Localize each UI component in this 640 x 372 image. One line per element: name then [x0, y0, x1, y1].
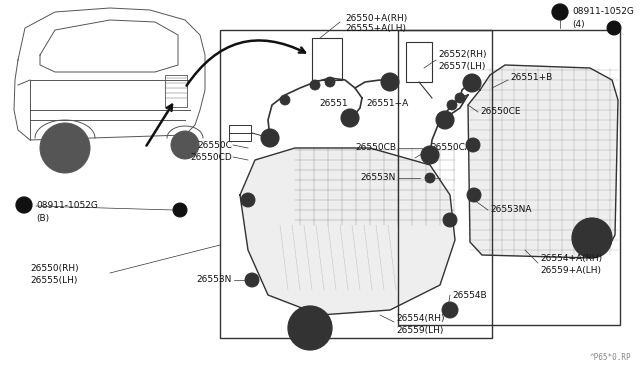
Text: 26559+A(LH): 26559+A(LH): [540, 266, 601, 275]
Circle shape: [552, 4, 568, 20]
Circle shape: [381, 73, 399, 91]
Circle shape: [173, 203, 187, 217]
Circle shape: [310, 80, 320, 90]
Circle shape: [241, 193, 255, 207]
Text: 26553N: 26553N: [360, 173, 396, 183]
Bar: [220, 30, 492, 338]
Text: 26552(RH): 26552(RH): [438, 51, 486, 60]
Text: 26550CE: 26550CE: [480, 108, 520, 116]
Circle shape: [463, 74, 481, 92]
Circle shape: [467, 188, 481, 202]
Text: 26555(LH): 26555(LH): [30, 276, 77, 285]
Circle shape: [346, 114, 354, 122]
Circle shape: [468, 79, 476, 87]
Text: 26553N: 26553N: [196, 276, 232, 285]
Circle shape: [341, 109, 359, 127]
Text: 08911-1052G: 08911-1052G: [36, 201, 98, 209]
Text: 26550C: 26550C: [197, 141, 232, 150]
Circle shape: [288, 306, 332, 350]
Text: (B): (B): [36, 214, 49, 222]
Text: 26554(RH): 26554(RH): [396, 314, 445, 323]
Text: 26554B: 26554B: [452, 291, 486, 299]
Circle shape: [40, 123, 90, 173]
Bar: [398, 30, 620, 325]
Circle shape: [607, 21, 621, 35]
Circle shape: [572, 218, 612, 258]
Text: 26553NA: 26553NA: [490, 205, 531, 215]
Circle shape: [245, 273, 259, 287]
Text: 26550(RH): 26550(RH): [30, 263, 79, 273]
Text: 26557(LH): 26557(LH): [438, 62, 485, 71]
Text: 26551+B: 26551+B: [510, 74, 552, 83]
Circle shape: [443, 213, 457, 227]
Text: 26551+A: 26551+A: [366, 99, 408, 108]
Bar: [165, 75, 187, 107]
Polygon shape: [468, 65, 618, 258]
Circle shape: [447, 100, 457, 110]
Circle shape: [436, 111, 454, 129]
Text: 26551: 26551: [319, 99, 348, 108]
Text: (4): (4): [572, 19, 584, 29]
Circle shape: [16, 197, 32, 213]
Circle shape: [426, 151, 434, 159]
Text: 26550CD: 26550CD: [190, 153, 232, 161]
Polygon shape: [240, 148, 455, 315]
Circle shape: [261, 129, 279, 147]
Circle shape: [441, 116, 449, 124]
Circle shape: [466, 138, 480, 152]
Circle shape: [53, 136, 77, 160]
Bar: [312, 38, 342, 80]
Circle shape: [425, 173, 435, 183]
Circle shape: [442, 302, 458, 318]
Text: 26555+A(LH): 26555+A(LH): [345, 23, 406, 32]
Circle shape: [455, 93, 465, 103]
Circle shape: [421, 146, 439, 164]
Text: 08911-1052G: 08911-1052G: [572, 7, 634, 16]
Text: 26550CA: 26550CA: [430, 144, 471, 153]
Circle shape: [325, 77, 335, 87]
Circle shape: [280, 95, 290, 105]
Circle shape: [266, 134, 274, 142]
Text: 26554+A(RH): 26554+A(RH): [540, 253, 602, 263]
Text: 26550CB: 26550CB: [355, 144, 396, 153]
Bar: [406, 42, 432, 82]
Text: 26550+A(RH): 26550+A(RH): [345, 13, 407, 22]
Text: N: N: [557, 7, 563, 16]
Circle shape: [386, 78, 394, 86]
Text: 26559(LH): 26559(LH): [396, 326, 444, 334]
Text: N: N: [20, 201, 28, 209]
Text: ^P65*0.RP: ^P65*0.RP: [590, 353, 632, 362]
Bar: [229, 125, 251, 141]
Circle shape: [171, 131, 199, 159]
